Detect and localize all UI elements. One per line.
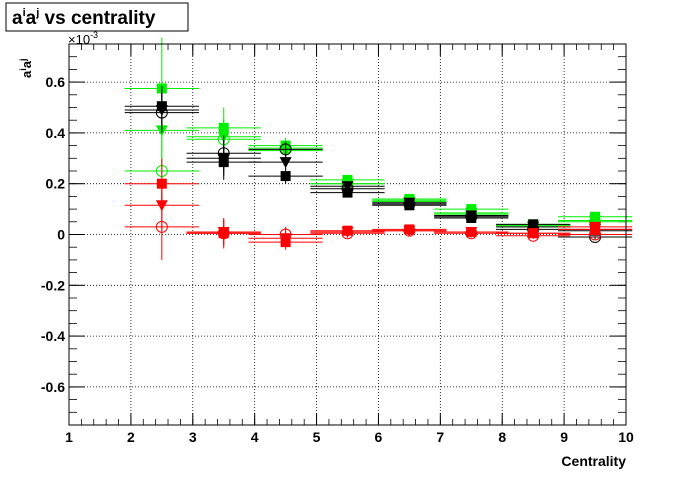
- y-tick-label: 0.2: [46, 176, 66, 192]
- data-point-circle: [589, 228, 602, 241]
- chart-title: aiaj vs centrality: [12, 7, 156, 29]
- x-tick-label: 6: [375, 429, 383, 445]
- y-tick-label: 0.6: [46, 74, 66, 90]
- x-tick-label: 9: [560, 429, 568, 445]
- data-point-circle: [279, 143, 292, 156]
- y-tick-label: -0.4: [41, 328, 65, 344]
- x-tick-label: 8: [498, 429, 506, 445]
- data-point-circle: [279, 228, 292, 241]
- y-tick-label: -0.6: [41, 379, 65, 395]
- axis-ticks: 1 2 3 4 5 6 7 8 9 10 -0.6 -0.4 -0.2 0 0.2 0.4 0.6: [41, 44, 634, 445]
- y-tick-label: -0.2: [41, 277, 65, 293]
- data-series: [124, 37, 633, 260]
- data-point-triangle: [279, 157, 292, 169]
- x-tick-label: 7: [436, 429, 444, 445]
- title-box: [5, 2, 189, 32]
- data-point-circle: [465, 210, 478, 223]
- data-point-triangle: [589, 221, 602, 233]
- data-point-square: [280, 171, 291, 182]
- x-tick-label: 10: [618, 429, 634, 445]
- data-point-circle: [217, 227, 230, 240]
- data-point-circle: [341, 182, 354, 195]
- data-point-circle: [341, 227, 354, 240]
- plot-frame: [68, 43, 627, 426]
- data-point-circle: [155, 220, 168, 233]
- x-tick-label: 5: [313, 429, 321, 445]
- data-point-circle: [217, 147, 230, 160]
- data-point-circle: [527, 229, 540, 242]
- x-tick-label: 2: [127, 429, 135, 445]
- x-tick-label: 3: [189, 429, 197, 445]
- data-point-circle: [403, 198, 416, 211]
- x-tick-label: 1: [65, 429, 73, 445]
- data-point-circle: [465, 227, 478, 240]
- y-tick-label: 0.4: [46, 125, 66, 141]
- data-point-circle: [403, 224, 416, 237]
- x-tick-label: 4: [251, 429, 259, 445]
- y-exponent-label: ×10-3: [68, 30, 98, 47]
- data-point-circle: [155, 106, 168, 119]
- y-tick-label: 0: [57, 227, 65, 243]
- grid: [69, 44, 626, 425]
- y-axis-label: aiaj: [18, 59, 34, 79]
- x-axis-label: Centrality: [561, 453, 626, 469]
